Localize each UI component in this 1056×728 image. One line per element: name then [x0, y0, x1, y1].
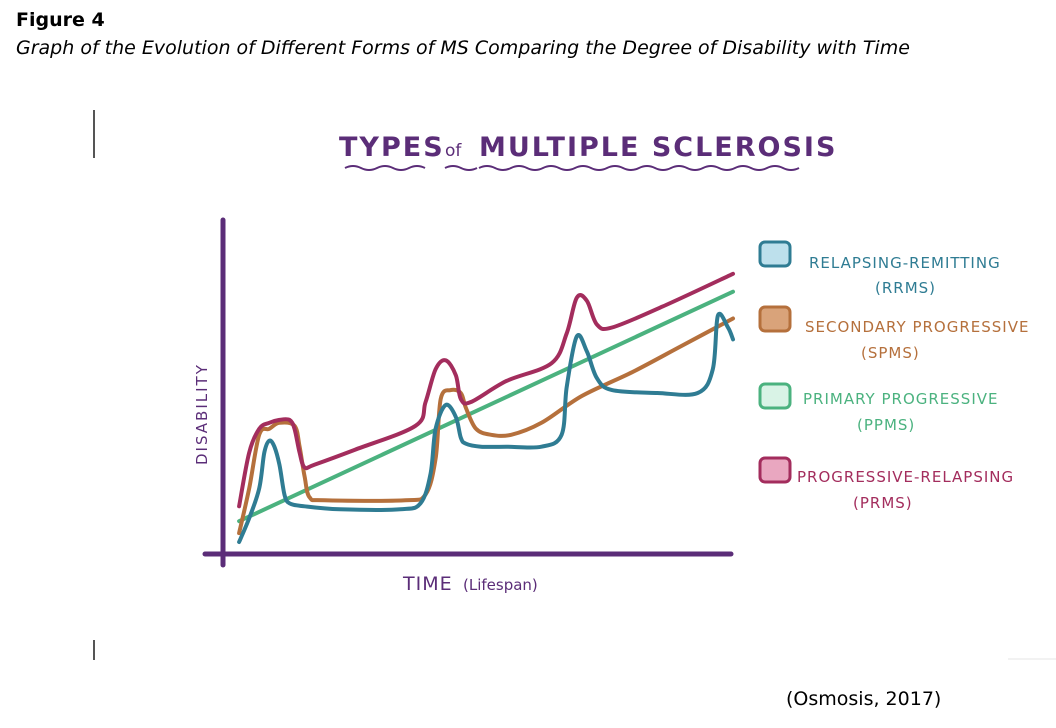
series-line-prms — [237, 271, 735, 509]
ms-types-chart: TYPES of MULTIPLE SCLEROSIS DISABILITY T… — [193, 132, 1056, 660]
legend-abbr-ppms: (PPMS) — [857, 416, 915, 434]
legend-swatch-rrms — [758, 240, 792, 268]
citation: (Osmosis, 2017) — [786, 688, 942, 710]
left-edge-mark-top — [93, 110, 95, 158]
series-line-ppms — [237, 289, 735, 524]
title-connector: of — [445, 141, 462, 161]
legend-item-ppms: PRIMARY PROGRESSIVE (PPMS) — [758, 382, 999, 434]
series-layer — [237, 271, 735, 544]
title-underline-2 — [444, 165, 478, 171]
title-underline-3 — [478, 165, 800, 171]
legend-abbr-rrms: (RRMS) — [875, 279, 936, 297]
legend-item-prms: PROGRESSIVE-RELAPSING (PRMS) — [758, 456, 1014, 512]
left-edge-mark-bottom — [93, 640, 95, 660]
legend-label-prms: PROGRESSIVE-RELAPSING — [797, 468, 1014, 486]
legend-label-rrms: RELAPSING-REMITTING — [809, 254, 1001, 272]
legend-swatch-prms — [758, 456, 792, 484]
y-axis-label: DISABILITY — [193, 363, 211, 465]
figure-label: Figure 4 — [16, 9, 105, 31]
title-part2: MULTIPLE SCLEROSIS — [479, 132, 837, 163]
title-underline-1 — [344, 165, 426, 171]
legend-item-rrms: RELAPSING-REMITTING (RRMS) — [758, 240, 1001, 297]
legend-label-ppms: PRIMARY PROGRESSIVE — [803, 390, 999, 408]
x-axis-label-paren: (Lifespan) — [463, 576, 538, 594]
series-line-spms — [237, 316, 735, 536]
chart-image: TYPES of MULTIPLE SCLEROSIS DISABILITY T… — [93, 110, 1056, 660]
figure-caption: Graph of the Evolution of Different Form… — [16, 37, 910, 59]
legend-item-spms: SECONDARY PROGRESSIVE (SPMS) — [758, 305, 1029, 362]
series-line-rrms — [237, 311, 735, 544]
legend-swatch-spms — [758, 305, 792, 333]
legend-swatch-ppms — [758, 382, 792, 410]
x-axis-label-main: TIME — [402, 573, 453, 595]
legend-abbr-spms: (SPMS) — [861, 344, 920, 362]
legend: RELAPSING-REMITTING (RRMS) SECONDARY PROGR… — [758, 240, 1029, 512]
legend-abbr-prms: (PRMS) — [853, 494, 913, 512]
title-part1: TYPES — [339, 132, 445, 163]
legend-label-spms: SECONDARY PROGRESSIVE — [805, 318, 1029, 336]
chart-title: TYPES of MULTIPLE SCLEROSIS — [339, 132, 837, 171]
